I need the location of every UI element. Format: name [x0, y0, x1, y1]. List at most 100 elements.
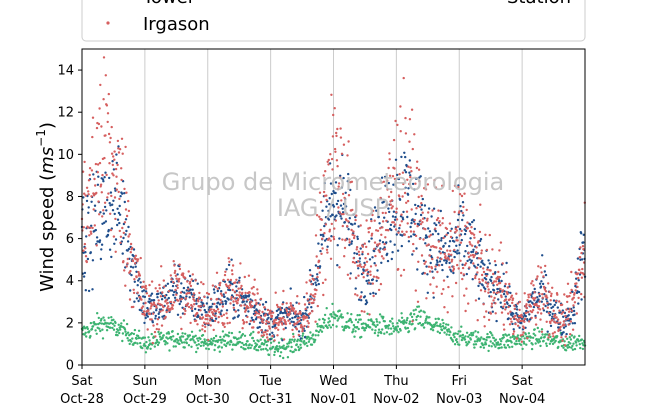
data-point	[502, 336, 505, 339]
data-point	[206, 313, 209, 317]
data-point	[95, 236, 99, 239]
data-point	[487, 291, 490, 294]
data-point	[347, 172, 350, 176]
data-point	[404, 327, 407, 330]
data-point	[331, 323, 335, 327]
data-point	[493, 260, 497, 263]
data-point	[490, 345, 493, 348]
data-point	[168, 349, 171, 352]
data-point	[157, 328, 161, 331]
data-point	[372, 291, 375, 295]
data-point	[427, 207, 431, 210]
data-point	[445, 227, 449, 231]
data-point	[279, 308, 282, 311]
data-point	[148, 297, 151, 301]
data-point	[555, 299, 558, 303]
data-point	[441, 184, 444, 187]
data-point	[98, 213, 101, 216]
data-point	[421, 197, 424, 201]
series-tower	[80, 145, 587, 342]
data-point	[120, 178, 123, 182]
data-point	[545, 342, 548, 345]
data-point	[378, 250, 381, 254]
data-point	[480, 249, 483, 252]
data-point	[520, 321, 523, 325]
data-point	[500, 279, 503, 283]
data-point	[466, 342, 469, 346]
data-point	[509, 336, 512, 339]
data-point	[171, 304, 175, 307]
data-point	[314, 234, 318, 237]
data-point	[269, 338, 272, 341]
data-point	[545, 310, 549, 313]
data-point	[110, 152, 114, 155]
data-point	[112, 174, 115, 177]
data-point	[548, 290, 551, 294]
data-point	[127, 235, 130, 238]
data-point	[134, 254, 138, 257]
data-point	[482, 346, 486, 349]
data-point	[211, 284, 215, 287]
data-point	[579, 346, 582, 350]
data-point	[327, 163, 330, 166]
data-point	[385, 241, 388, 244]
data-point	[293, 338, 296, 341]
data-point	[94, 323, 98, 326]
data-point	[380, 261, 383, 264]
data-point	[205, 347, 208, 350]
data-point	[117, 323, 120, 326]
data-point	[363, 329, 367, 332]
data-point	[186, 280, 189, 283]
data-point	[198, 329, 202, 332]
data-point	[271, 325, 274, 329]
data-point	[115, 175, 118, 178]
data-point	[313, 340, 316, 343]
data-point	[481, 279, 485, 282]
data-point	[336, 244, 339, 247]
data-point	[106, 233, 110, 237]
data-point	[329, 215, 332, 218]
data-point	[486, 285, 489, 288]
data-point	[234, 300, 238, 303]
data-point	[145, 292, 149, 295]
data-point	[411, 182, 415, 186]
data-point	[317, 334, 320, 337]
data-point	[133, 300, 136, 303]
data-point	[156, 323, 159, 326]
data-point	[318, 318, 321, 321]
data-point	[96, 171, 100, 174]
data-point	[373, 331, 377, 335]
data-point	[414, 203, 417, 207]
data-point	[118, 331, 121, 335]
data-point	[569, 291, 572, 295]
data-point	[100, 248, 103, 251]
data-point	[337, 206, 340, 209]
data-point	[474, 343, 478, 346]
data-point	[129, 251, 132, 254]
data-point	[91, 226, 94, 230]
data-point	[439, 247, 443, 251]
data-point	[320, 252, 323, 255]
data-point	[455, 229, 458, 232]
data-point	[294, 348, 297, 352]
data-point	[132, 332, 136, 336]
data-point	[341, 238, 344, 241]
data-point	[207, 292, 211, 296]
data-point	[214, 317, 218, 320]
data-point	[220, 314, 223, 318]
data-point	[180, 327, 183, 331]
data-point	[402, 76, 405, 80]
data-point	[345, 212, 348, 215]
data-point	[224, 291, 227, 294]
data-point	[347, 228, 350, 231]
data-point	[408, 159, 411, 162]
data-point	[186, 302, 190, 305]
data-point	[407, 235, 410, 239]
data-point	[554, 339, 557, 343]
data-point	[274, 323, 277, 327]
data-point	[189, 280, 192, 284]
data-point	[417, 168, 421, 171]
data-point	[446, 275, 449, 278]
data-point	[476, 319, 479, 322]
data-point	[216, 308, 220, 311]
